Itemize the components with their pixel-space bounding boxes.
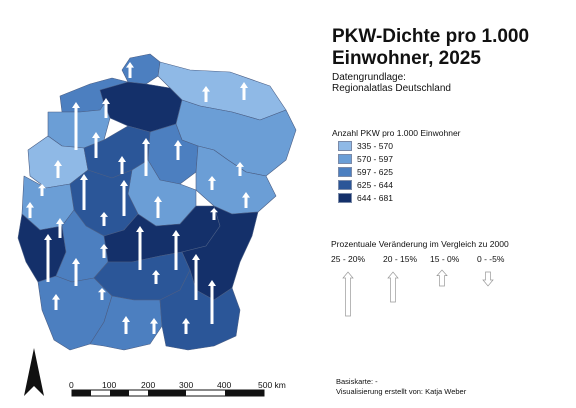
legend-swatch: [338, 192, 352, 203]
change-arrow: [100, 244, 108, 258]
legend-class-label: 625 - 644: [357, 179, 393, 190]
scale-bar: [71, 389, 265, 397]
scale-tick-label: 100: [102, 380, 117, 390]
arrow-legend-title: Prozentuale Veränderung im Vergleich zu …: [331, 239, 509, 249]
legend-arrow-0-minus5: [482, 271, 494, 287]
legend-swatch: [338, 153, 352, 164]
legend-class-label: 570 - 597: [357, 153, 393, 164]
legend-swatch: [338, 179, 352, 190]
change-arrow: [44, 234, 52, 282]
legend-class: 644 - 681: [338, 192, 393, 203]
scale-tick-label: 300: [179, 380, 194, 390]
legend-class: 597 - 625: [338, 166, 393, 177]
change-arrow: [54, 160, 62, 178]
legend-class: 335 - 570: [338, 140, 393, 151]
scale-tick-label: 400: [217, 380, 232, 390]
arrow-class-label: 20 - 15%: [383, 254, 418, 264]
change-arrow: [154, 196, 162, 218]
change-arrow: [122, 316, 130, 334]
source-label: Datengrundlage:: [332, 72, 406, 83]
legend-arrow-20-15: [387, 271, 399, 303]
change-arrow: [92, 132, 100, 158]
region-upper-bavaria: [159, 269, 241, 351]
change-arrow: [174, 140, 182, 160]
legend-class-label: 335 - 570: [357, 140, 393, 151]
change-arrow: [98, 288, 106, 300]
change-arrow: [142, 138, 150, 176]
change-arrow: [102, 98, 110, 118]
change-arrow: [100, 212, 108, 226]
legend-arrow-15-0: [436, 269, 448, 287]
scale-tick-label: 0: [69, 380, 74, 390]
change-arrow: [38, 184, 46, 196]
change-arrow: [152, 270, 160, 284]
legend-class-label: 644 - 681: [357, 192, 393, 203]
change-arrow: [182, 318, 190, 334]
change-arrow: [26, 202, 34, 218]
change-arrow: [56, 218, 64, 238]
source-value: Regionalatlas Deutschland: [332, 83, 451, 94]
change-arrow: [120, 180, 128, 216]
change-arrow: [208, 280, 216, 324]
change-arrow: [240, 82, 248, 100]
change-arrow: [150, 318, 158, 334]
north-arrow-icon: [24, 348, 44, 396]
change-arrow: [192, 254, 200, 300]
change-arrow: [80, 174, 88, 210]
change-arrow: [72, 258, 80, 286]
change-arrow: [236, 162, 244, 176]
legend-swatch: [338, 166, 352, 177]
change-arrow: [52, 294, 60, 310]
legend-class-label: 597 - 625: [357, 166, 393, 177]
change-arrow: [118, 156, 126, 174]
scale-tick-label: 500 km: [258, 380, 286, 390]
change-arrow: [202, 86, 210, 102]
legend-arrow-25-20: [342, 271, 354, 317]
change-arrow: [172, 230, 180, 270]
map-title: PKW-Dichte pro 1.000 Einwohner, 2025: [332, 26, 530, 69]
legend-swatch: [338, 140, 352, 151]
region-hannover: [99, 81, 183, 133]
change-arrow: [72, 102, 80, 150]
change-arrow: [208, 176, 216, 190]
region-saxony: [195, 145, 277, 215]
change-arrow: [210, 208, 218, 220]
region-north-sh: [121, 53, 161, 85]
change-arrow: [126, 62, 134, 78]
legend-title: Anzahl PKW pro 1.000 Einwohner: [332, 128, 461, 138]
change-arrow: [242, 192, 250, 208]
scale-tick-label: 200: [141, 380, 156, 390]
legend-class: 570 - 597: [338, 153, 393, 164]
change-arrow: [136, 226, 144, 270]
legend-class: 625 - 644: [338, 179, 393, 190]
arrow-class-label: 25 - 20%: [331, 254, 366, 264]
credit-note: Visualisierung erstellt von: Katja Weber: [336, 387, 467, 396]
arrow-class-label: 15 - 0%: [430, 254, 460, 264]
arrow-class-label: 0 - -5%: [477, 254, 505, 264]
basemap-note: Basiskarte: -: [336, 377, 378, 386]
